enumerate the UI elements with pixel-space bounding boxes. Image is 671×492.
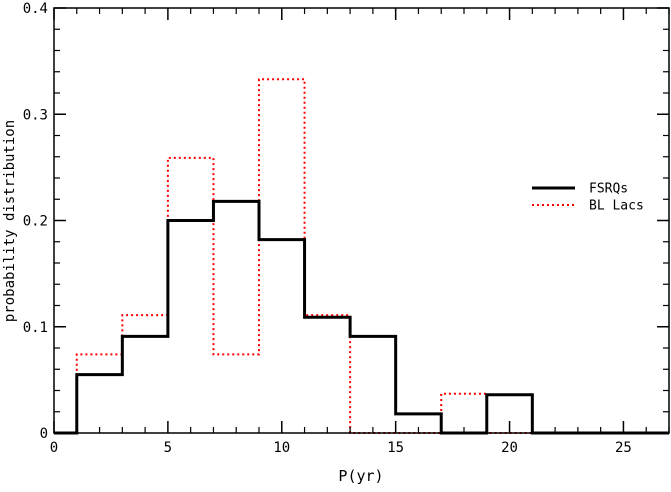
x-tick-label: 25 xyxy=(615,440,632,456)
y-tick-label: 0.1 xyxy=(23,320,48,336)
plot-frame xyxy=(53,7,670,434)
series-fsrqs-line xyxy=(54,199,669,435)
series-layer xyxy=(54,78,669,435)
x-tick-label: 15 xyxy=(387,440,404,456)
legend-label-bl-lacs: BL Lacs xyxy=(589,199,644,214)
series-bl-lacs-line xyxy=(54,78,669,434)
x-tick-label: 20 xyxy=(501,440,518,456)
plot-frame-layer xyxy=(53,7,670,434)
x-tick-label: 10 xyxy=(273,440,290,456)
tick-layer xyxy=(53,7,670,434)
y-tick-label: 0.3 xyxy=(23,107,48,123)
legend-label-fsrqs: FSRQs xyxy=(589,182,628,197)
x-axis-label: P(yr) xyxy=(338,467,383,485)
x-tick-label: 5 xyxy=(164,440,172,456)
legend: FSRQs BL Lacs xyxy=(532,182,644,214)
y-tick-label: 0 xyxy=(40,426,48,442)
y-axis-label: probability distribution xyxy=(2,120,18,322)
y-tick-label: 0.4 xyxy=(23,1,48,17)
x-tick-label: 0 xyxy=(50,440,58,456)
y-tick-label: 0.2 xyxy=(23,214,48,230)
tick-label-layer: 0 5 10 15 20 25 0 0.1 0.2 0.3 0.4 xyxy=(23,1,632,456)
